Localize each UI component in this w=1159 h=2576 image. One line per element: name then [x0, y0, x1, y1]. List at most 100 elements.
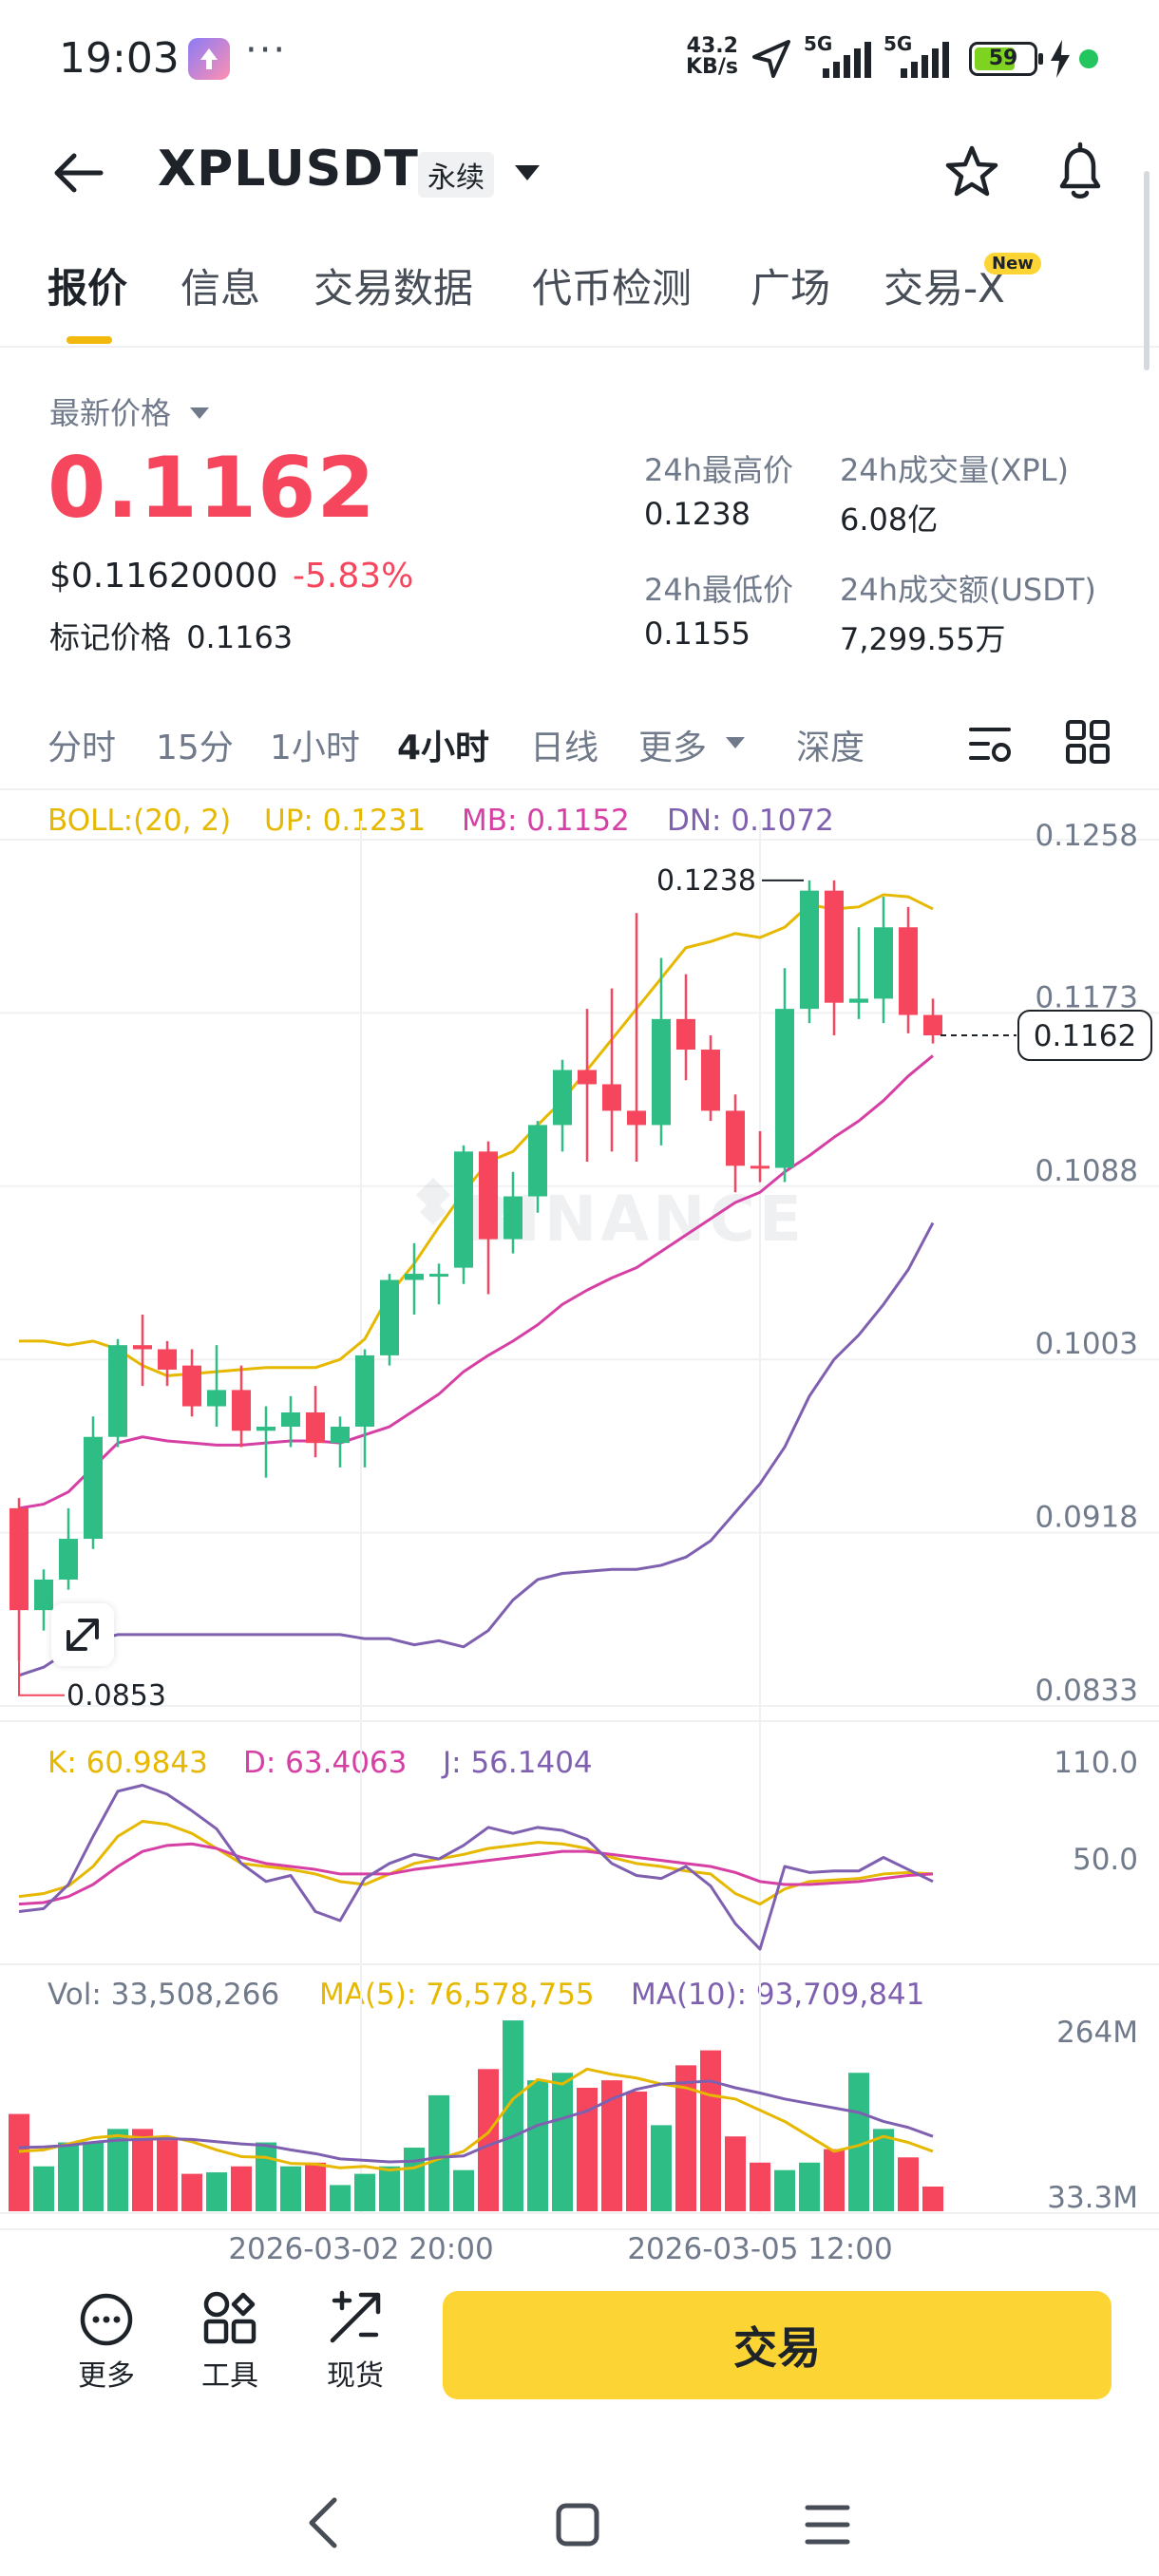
- volume-bar: [107, 2129, 128, 2211]
- tf-1h[interactable]: 1小时: [270, 729, 360, 767]
- nav-back-icon[interactable]: [304, 2494, 342, 2551]
- more-label[interactable]: 更多: [78, 2359, 135, 2393]
- time-label: 2026-03-02 20:00: [228, 2232, 493, 2266]
- volume-bar: [774, 2169, 795, 2211]
- kdj-tick-label: 110.0: [1054, 1746, 1138, 1780]
- boll-legend-name[interactable]: BOLL:(20, 2): [48, 804, 232, 838]
- tf-time-share[interactable]: 分时: [48, 729, 117, 767]
- candle: [256, 1406, 276, 1478]
- mark-price-label: 标记价格: [49, 619, 172, 655]
- status-green-dot: [1079, 49, 1098, 68]
- chart-labels: 0.1258 0.1173 0.1088 0.1003 0.0918 0.0833 0.12…: [18, 819, 1152, 2266]
- volume-bar: [873, 2129, 894, 2211]
- candle: [775, 968, 794, 1183]
- status-more-dots: ···: [245, 28, 288, 72]
- spot-label[interactable]: 现货: [327, 2359, 384, 2393]
- candle-body: [676, 1018, 695, 1051]
- boll-lines: [18, 893, 935, 1677]
- more-icon[interactable]: [78, 2291, 135, 2348]
- back-arrow-icon[interactable]: [51, 150, 104, 196]
- price-tick-label: 0.1088: [1036, 1154, 1138, 1188]
- candle: [701, 1035, 720, 1122]
- signal-5g-1: 5G: [804, 32, 833, 55]
- nav-menu-icon[interactable]: [804, 2504, 851, 2546]
- boll-up-line: [19, 893, 934, 1377]
- volume-bar: [799, 2162, 820, 2211]
- contract-type-badge: 永续: [418, 152, 494, 198]
- scrollbar[interactable]: [1144, 171, 1150, 370]
- candle-body: [825, 890, 844, 1003]
- volume-bar: [675, 2065, 696, 2211]
- tf-more[interactable]: 更多: [638, 729, 708, 767]
- tab-trading-data[interactable]: 交易数据: [314, 265, 474, 312]
- pair-title[interactable]: XPLUSDT: [158, 141, 419, 198]
- tab-trade-x[interactable]: 交易-X: [884, 265, 1005, 312]
- candle: [355, 1349, 374, 1468]
- volume-bar: [280, 2166, 301, 2211]
- candle-body: [108, 1345, 127, 1437]
- high-24h-label: 24h最高价: [644, 452, 794, 488]
- location-arrow-icon: [752, 40, 790, 78]
- boll-mb-line: [18, 1054, 934, 1510]
- candle-body: [281, 1411, 300, 1428]
- expand-chart-button[interactable]: [51, 1603, 114, 1666]
- layout-grid-icon[interactable]: [1064, 718, 1112, 766]
- latest-price-label[interactable]: 最新价格: [49, 389, 210, 433]
- high-marker-label: 0.1238: [656, 864, 756, 898]
- candle-body: [331, 1427, 350, 1444]
- nav-home-icon[interactable]: [555, 2502, 600, 2548]
- candle: [306, 1386, 325, 1458]
- tab-token-check[interactable]: 代币检测: [532, 265, 693, 312]
- candle-body: [84, 1436, 103, 1540]
- price-tick-label: 0.1258: [1036, 819, 1138, 853]
- candle: [528, 1121, 547, 1213]
- net-speed: 43.2 KB/s: [686, 34, 738, 79]
- vol-ma10-line: [18, 2079, 934, 2164]
- usd-price: $0.11620000: [49, 557, 278, 596]
- price-alert-bell-icon[interactable]: [1053, 141, 1108, 203]
- watermark-logo-icon: [416, 1178, 450, 1225]
- candle: [849, 927, 868, 1019]
- tab-info[interactable]: 信息: [180, 265, 261, 312]
- price-change: -5.83%: [293, 557, 414, 596]
- tools-label[interactable]: 工具: [201, 2359, 258, 2393]
- volume-bar: [725, 2136, 746, 2211]
- trade-button[interactable]: 交易: [443, 2291, 1112, 2399]
- boll-legend-up: UP: 0.1231: [264, 804, 427, 838]
- kdj-legend-d: D: 63.4063: [243, 1746, 408, 1780]
- tab-quote[interactable]: 报价: [48, 265, 128, 312]
- tf-1d[interactable]: 日线: [530, 729, 599, 767]
- tf-depth[interactable]: 深度: [796, 729, 865, 767]
- tools-icon[interactable]: [201, 2289, 258, 2346]
- candle-body: [899, 927, 918, 1015]
- volume-bar: [157, 2140, 178, 2211]
- tab-square[interactable]: 广场: [750, 265, 831, 312]
- latest-price-dropdown-icon[interactable]: [188, 406, 211, 421]
- bottom-divider: [0, 2228, 1159, 2230]
- volume-bar: [181, 2173, 202, 2211]
- pair-dropdown-icon[interactable]: [513, 163, 542, 182]
- tf-4h[interactable]: 4小时: [397, 729, 490, 767]
- active-tab-indicator: [66, 336, 112, 344]
- volume-tick-label: 33.3M: [1047, 2181, 1138, 2215]
- last-price-tag: 0.1162: [1034, 1019, 1136, 1053]
- volume-bar: [552, 2073, 573, 2211]
- candle: [108, 1338, 127, 1448]
- candle-body: [800, 890, 819, 1010]
- candle: [133, 1314, 152, 1387]
- candle-body: [405, 1274, 424, 1280]
- tf-15m[interactable]: 15分: [156, 729, 234, 767]
- candle: [726, 1094, 745, 1193]
- candle-body: [528, 1125, 547, 1197]
- candle-body: [158, 1349, 177, 1370]
- candle-body: [578, 1070, 597, 1085]
- candle: [158, 1340, 177, 1387]
- indicator-settings-icon[interactable]: [967, 720, 1015, 767]
- favorite-star-icon[interactable]: [944, 144, 999, 199]
- price-tick-label: 0.1173: [1036, 980, 1138, 1014]
- boll-dn-line: [18, 1222, 935, 1677]
- tf-more-dropdown-icon[interactable]: [724, 735, 747, 750]
- volume-bar: [206, 2172, 227, 2211]
- spot-icon[interactable]: [327, 2289, 384, 2346]
